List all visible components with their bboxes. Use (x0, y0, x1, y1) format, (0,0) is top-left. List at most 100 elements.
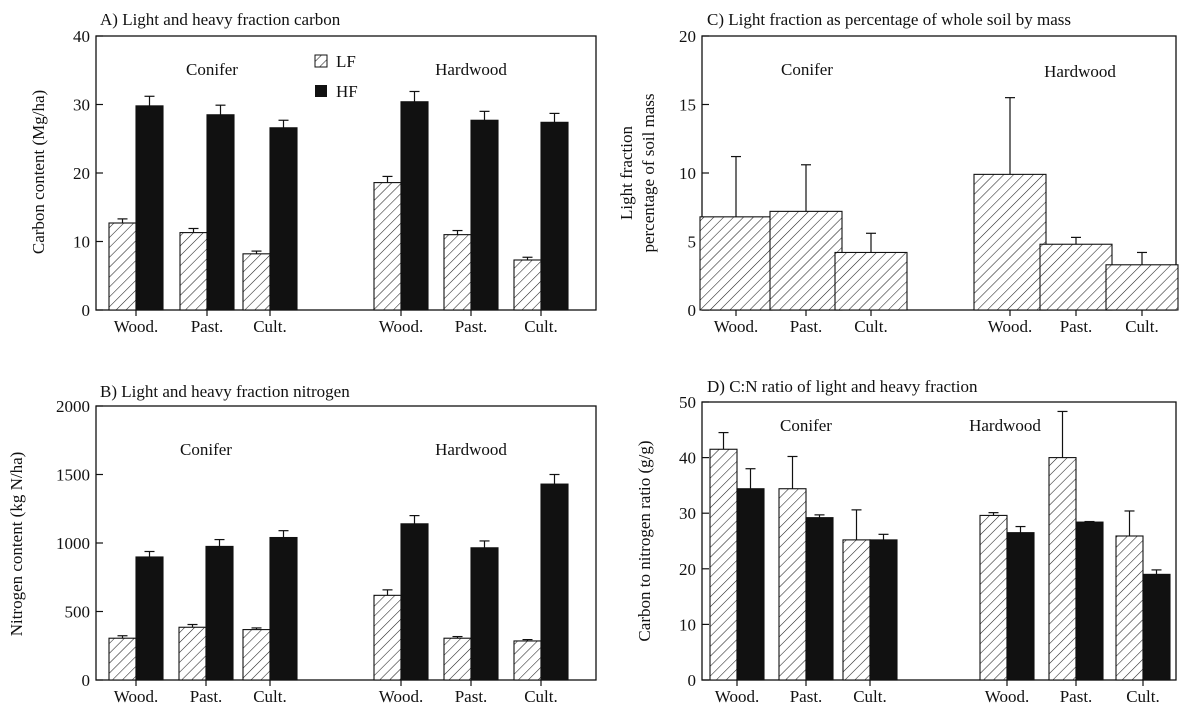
bar-lf (443, 234, 472, 311)
bar-lf (1115, 535, 1144, 681)
bar-lf (979, 514, 1008, 681)
bar-hf (269, 127, 298, 311)
bar-hf (736, 488, 765, 681)
legend-lf-swatch (314, 54, 328, 68)
bar-hf (470, 119, 499, 311)
y-tick-label: 10 (73, 233, 90, 252)
bar-hf (540, 483, 569, 681)
y-tick-label: 10 (679, 615, 696, 634)
y-tick-label: 1500 (56, 466, 90, 485)
panel-b-marks: 0 500 1000 1500 2000 Wood. Past. Cult. Wood. Past… (56, 397, 597, 705)
panel-b: B) Light and heavy fraction nitrogen Nit… (7, 382, 507, 636)
x-tick-label: Past. (790, 317, 823, 336)
x-tick-label: Wood. (114, 687, 158, 705)
panel-d-group-conifer: Conifer (780, 416, 832, 435)
bar-lf (242, 629, 271, 681)
y-tick-label: 5 (688, 233, 697, 252)
bar-lf (242, 253, 271, 311)
bar-hf (1075, 521, 1104, 681)
bar-hf (400, 523, 429, 681)
y-tick-label: 10 (679, 164, 696, 183)
bar-lf (834, 251, 908, 311)
bar-lf (179, 232, 208, 311)
bar-lf (178, 626, 207, 681)
panel-b-group-hardwood: Hardwood (435, 440, 507, 459)
y-tick-label: 30 (679, 504, 696, 523)
bar-hf (135, 556, 164, 681)
y-tick-label: 40 (679, 449, 696, 468)
bar-lf (1039, 243, 1113, 311)
panel-a-group-hardwood: Hardwood (435, 60, 507, 79)
bar-hf (205, 545, 234, 681)
bar-hf (1142, 573, 1171, 681)
x-tick-label: Cult. (1125, 317, 1159, 336)
bar-lf (1105, 264, 1179, 311)
bar-lf (108, 637, 137, 681)
bar-lf (373, 182, 402, 311)
y-tick-label: 40 (73, 27, 90, 46)
x-tick-label: Wood. (379, 317, 423, 336)
x-tick-label: Past. (790, 687, 823, 705)
x-tick-label: Cult. (524, 317, 558, 336)
bar-lf (373, 594, 402, 681)
panel-c-group-conifer: Conifer (781, 60, 833, 79)
panel-c-group-hardwood: Hardwood (1044, 62, 1116, 81)
panel-a-marks: 0 10 20 30 40 Wood. Past. Cult. Wood. Past. Cult. (73, 27, 597, 336)
x-tick-label: Past. (1060, 317, 1093, 336)
panel-d-group-hardwood: Hardwood (969, 416, 1041, 435)
x-tick-label: Cult. (253, 317, 287, 336)
x-tick-label: Wood. (379, 687, 423, 705)
panel-d-marks: 0 10 20 30 40 50 Wood. Past. Cult. Wood. Past. Cult… (679, 393, 1177, 705)
panel-c-ylabel-line2: percentage of soil mass (639, 93, 658, 252)
y-tick-label: 50 (679, 393, 696, 412)
bar-lf (709, 448, 738, 681)
panel-a-legend: LF HF (314, 52, 358, 101)
x-tick-label: Past. (190, 687, 223, 705)
x-tick-label: Wood. (985, 687, 1029, 705)
panel-c: C) Light fraction as percentage of whole… (617, 10, 1116, 253)
y-tick-label: 15 (679, 96, 696, 115)
y-tick-label: 30 (73, 96, 90, 115)
y-tick-label: 20 (679, 560, 696, 579)
x-tick-label: Cult. (524, 687, 558, 705)
x-tick-label: Wood. (114, 317, 158, 336)
bar-lf (443, 637, 472, 681)
bar-hf (135, 105, 164, 311)
bar-hf (206, 114, 235, 311)
x-tick-label: Past. (1060, 687, 1093, 705)
x-tick-label: Cult. (1126, 687, 1160, 705)
bar-hf (470, 547, 499, 681)
bar-lf (699, 216, 773, 311)
legend-hf-swatch (315, 85, 327, 97)
panel-a-group-conifer: Conifer (186, 60, 238, 79)
panel-d-title: D) C:N ratio of light and heavy fraction (707, 377, 978, 396)
y-tick-label: 1000 (56, 534, 90, 553)
x-tick-label: Cult. (253, 687, 287, 705)
y-tick-label: 0 (688, 301, 697, 320)
x-tick-label: Wood. (988, 317, 1032, 336)
bar-hf (805, 517, 834, 681)
x-tick-label: Past. (191, 317, 224, 336)
panel-d-ylabel: Carbon to nitrogen ratio (g/g) (635, 440, 654, 641)
bar-lf (842, 539, 871, 681)
bar-hf (540, 121, 569, 311)
y-tick-label: 0 (82, 301, 91, 320)
panel-c-title: C) Light fraction as percentage of whole… (707, 10, 1071, 29)
panel-a-title: A) Light and heavy fraction carbon (100, 10, 341, 29)
bar-lf (778, 488, 807, 681)
y-tick-label: 0 (82, 671, 91, 690)
x-tick-label: Past. (455, 317, 488, 336)
x-tick-label: Cult. (853, 687, 887, 705)
bar-lf (108, 222, 137, 311)
bar-hf (1006, 532, 1035, 681)
y-tick-label: 20 (679, 27, 696, 46)
chart-marks: 0 10 20 30 40 Wood. Past. Cult. Wood. Past. Cult. 0… (56, 27, 1179, 705)
bar-hf (269, 536, 298, 681)
bar-hf (869, 539, 898, 681)
bar-lf (769, 210, 843, 311)
bar-lf (1048, 457, 1077, 681)
bar-lf (973, 173, 1047, 311)
panel-a: A) Light and heavy fraction carbon Carbo… (29, 10, 507, 254)
bar-hf (400, 101, 429, 311)
